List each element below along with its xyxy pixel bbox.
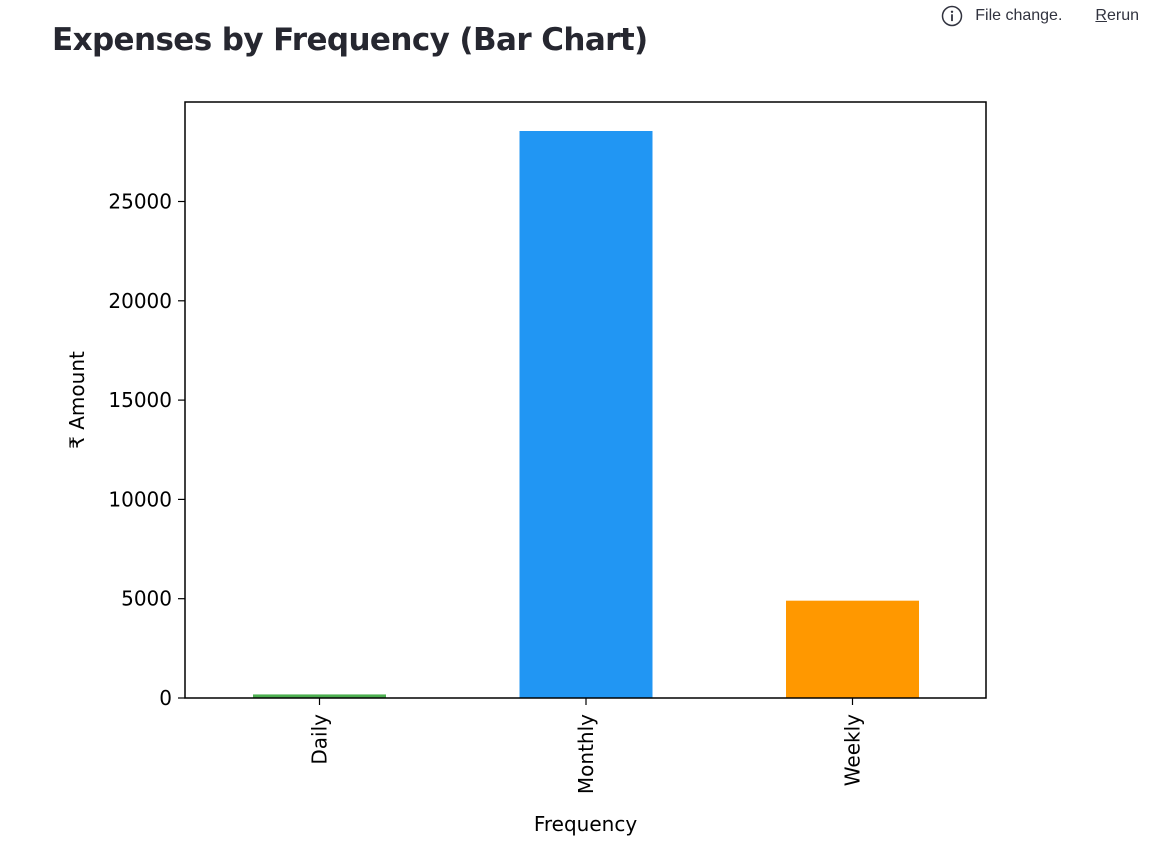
page-title: Expenses by Frequency (Bar Chart) [52,22,648,58]
status-bar: File change. Rerun [941,4,1139,28]
y-tick-label-20000: 20000 [108,289,172,313]
y-tick-label-0: 0 [159,686,172,710]
y-tick-label-10000: 10000 [108,487,172,511]
rerun-shortcut-letter: R [1095,7,1107,24]
x-tick-label-daily: Daily [308,714,332,765]
x-tick-label-weekly: Weekly [841,714,865,786]
y-tick-label-25000: 25000 [108,190,172,214]
rerun-button[interactable]: Rerun [1095,7,1139,25]
y-tick-label-5000: 5000 [121,587,172,611]
status-message: File change. [975,7,1063,24]
x-axis-label: Frequency [534,812,637,836]
bar-daily [253,694,386,698]
bars-layer [253,130,919,698]
bar-monthly [519,130,653,698]
info-icon [941,5,963,27]
rerun-label: erun [1106,7,1139,24]
bar-weekly [786,600,919,698]
y-tick-label-15000: 15000 [108,388,172,412]
y-axis-label: ₹ Amount [65,351,89,449]
x-tick-label-monthly: Monthly [574,714,598,794]
ticks-layer: Daily Monthly Weekly 0 5000 10000 15000 20000 25… [108,190,864,795]
